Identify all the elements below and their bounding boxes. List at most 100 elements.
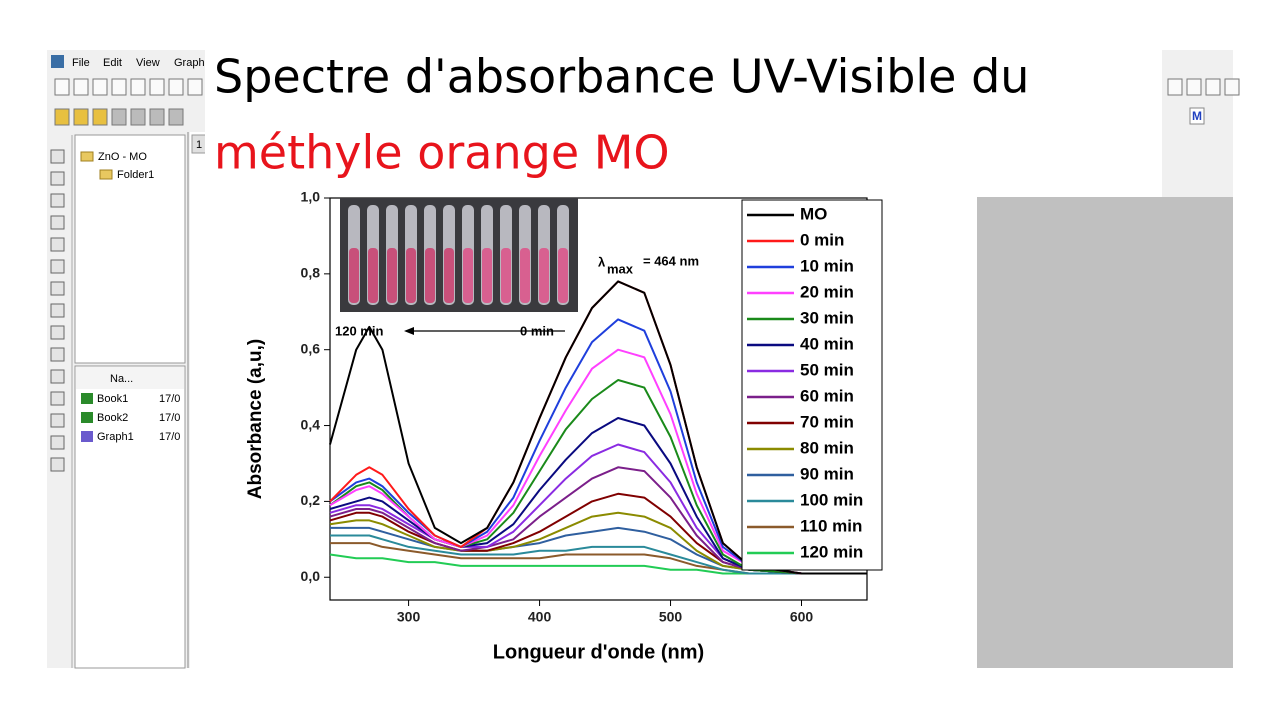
annotation: 0 min xyxy=(520,323,554,338)
legend-label: 110 min xyxy=(800,516,862,535)
tree-folder[interactable]: Folder1 xyxy=(117,169,154,181)
series-line xyxy=(329,511,867,575)
legend-label: 100 min xyxy=(800,490,863,509)
book-icon xyxy=(81,393,93,404)
toolbar-button[interactable] xyxy=(130,78,146,96)
toolbar-button[interactable] xyxy=(130,108,146,126)
slide-subtitle: méthyle orange MO xyxy=(214,126,670,180)
legend-label: 10 min xyxy=(800,256,854,275)
toolbars xyxy=(54,78,1240,126)
legend-label: 60 min xyxy=(800,386,854,405)
toolbar-button[interactable] xyxy=(92,108,108,126)
toolbar-button[interactable] xyxy=(1189,107,1205,125)
series-line xyxy=(329,318,867,575)
series-line xyxy=(330,534,867,575)
tool-button[interactable] xyxy=(50,149,65,164)
series-line xyxy=(329,417,867,575)
file-list xyxy=(74,365,186,669)
layer-tab-label[interactable]: 1 xyxy=(196,139,202,151)
photo xyxy=(340,198,578,312)
file-row[interactable]: Graph1 17/0 xyxy=(81,431,180,443)
legend-label: MO xyxy=(800,204,827,223)
tube-liquid xyxy=(558,248,568,303)
toolbar-button[interactable] xyxy=(111,78,127,96)
toolbar-button[interactable] xyxy=(149,78,165,96)
annotation: 120 min xyxy=(335,323,383,338)
toolbar-button[interactable] xyxy=(168,78,184,96)
tube-liquid xyxy=(387,248,397,303)
menu-item[interactable]: Graph xyxy=(174,57,205,69)
graph-icon xyxy=(81,431,93,442)
legend-label: 0 min xyxy=(800,230,844,249)
menu-item[interactable]: Edit xyxy=(103,57,122,69)
toolbar-button[interactable] xyxy=(187,78,203,96)
legend-label: 50 min xyxy=(800,360,854,379)
arrow-head xyxy=(404,327,414,335)
tool-button[interactable] xyxy=(50,457,65,472)
series-line xyxy=(329,443,867,575)
x-tick-label: 400 xyxy=(528,609,552,625)
legend-label: 90 min xyxy=(800,464,854,483)
menu-item[interactable]: File xyxy=(72,57,90,69)
tool-button[interactable] xyxy=(50,347,65,362)
file-name[interactable]: Book1 xyxy=(97,393,128,405)
tool-button[interactable] xyxy=(50,215,65,230)
legend-label: 20 min xyxy=(800,282,854,301)
x-tick-label: 500 xyxy=(659,609,683,625)
tool-button[interactable] xyxy=(50,435,65,450)
toolbar-button[interactable] xyxy=(73,108,89,126)
y-tick-label: 0,6 xyxy=(301,340,321,356)
tool-button[interactable] xyxy=(50,281,65,296)
series-line xyxy=(329,348,867,575)
toolbar-button[interactable] xyxy=(1186,78,1202,96)
tree-root[interactable]: ZnO - MO xyxy=(98,151,147,163)
toolbar-button[interactable] xyxy=(1167,78,1183,96)
tool-button[interactable] xyxy=(50,171,65,186)
tube-liquid xyxy=(349,248,359,303)
tool-button[interactable] xyxy=(50,303,65,318)
title-box xyxy=(205,48,1162,197)
toolbar-button[interactable] xyxy=(54,108,70,126)
toolbar-icon: M xyxy=(1192,109,1202,123)
toolbar-button[interactable] xyxy=(92,78,108,96)
tube-liquid xyxy=(425,248,435,303)
toolbar-button[interactable] xyxy=(149,108,165,126)
tool-button[interactable] xyxy=(50,259,65,274)
tool-button[interactable] xyxy=(50,237,65,252)
legend-label: 70 min xyxy=(800,412,854,431)
legend-box xyxy=(741,199,883,571)
file-name[interactable]: Graph1 xyxy=(97,431,134,443)
toolbar-button[interactable] xyxy=(54,78,70,96)
file-date: 17/0 xyxy=(159,393,180,405)
toolbar-button[interactable] xyxy=(168,108,184,126)
file-date: 17/0 xyxy=(159,412,180,424)
slide-title: Spectre d'absorbance UV-Visible du xyxy=(214,50,1029,104)
menu-item[interactable]: View xyxy=(136,57,160,69)
tool-button[interactable] xyxy=(50,369,65,384)
file-name[interactable]: Book2 xyxy=(97,412,128,424)
y-tick-label: 0,0 xyxy=(301,568,321,584)
lambda-subscript: max xyxy=(607,261,634,276)
legend-label: 30 min xyxy=(800,308,854,327)
tube-liquid xyxy=(368,248,378,303)
app-icon xyxy=(51,55,64,68)
workspace-gray xyxy=(977,197,1233,668)
tube-liquid xyxy=(520,248,530,303)
toolbar-button[interactable] xyxy=(73,78,89,96)
file-row[interactable]: Book1 17/0 xyxy=(81,393,180,405)
tube-liquid xyxy=(482,248,492,303)
toolbar-button[interactable] xyxy=(1224,78,1240,96)
series-line xyxy=(329,280,867,575)
y-axis-label: Absorbance (a,u,) xyxy=(245,339,266,499)
tool-button[interactable] xyxy=(50,325,65,340)
x-axis-label: Longueur d'onde (nm) xyxy=(493,641,704,663)
tool-button[interactable] xyxy=(50,193,65,208)
column-header[interactable]: Na... xyxy=(110,373,133,385)
file-row[interactable]: Book2 17/0 xyxy=(81,412,180,424)
tool-button[interactable] xyxy=(50,391,65,406)
toolbar-button[interactable] xyxy=(111,108,127,126)
tool-button[interactable] xyxy=(50,413,65,428)
toolbar-button[interactable] xyxy=(1205,78,1221,96)
